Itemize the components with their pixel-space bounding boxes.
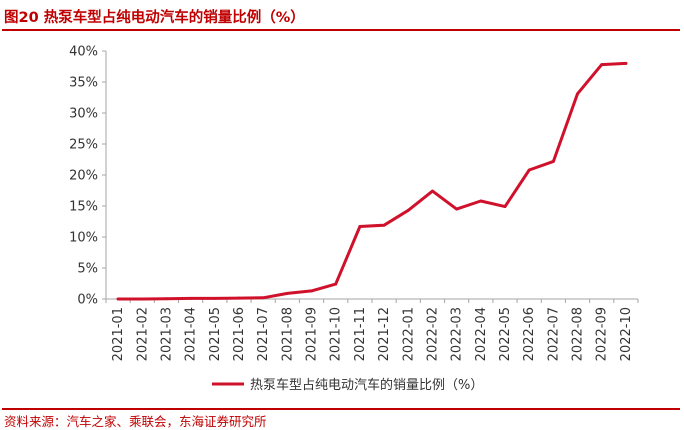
legend-label: 热泵车型占纯电动汽车的销量比例（%） [250, 377, 483, 393]
data-point [285, 292, 289, 295]
x-tick-label: 2022-01 [401, 307, 416, 361]
x-tick-label: 2021-06 [232, 307, 247, 361]
data-point [406, 208, 410, 212]
x-tick-label: 2021-05 [208, 307, 223, 361]
data-point [479, 199, 483, 203]
data-point [624, 62, 628, 65]
data-point [189, 296, 193, 300]
x-tick-label: 2021-09 [305, 307, 320, 361]
x-tick-label: 2022-03 [450, 307, 465, 361]
x-tick-label: 2022-08 [571, 307, 586, 361]
data-point [455, 207, 459, 211]
x-tick-label: 2021-02 [135, 307, 150, 361]
title-rule [2, 29, 680, 31]
y-tick-label: 30% [69, 107, 98, 122]
x-tick-label: 2022-09 [595, 307, 610, 361]
x-tick-label: 2022-04 [474, 307, 489, 361]
data-point [310, 289, 313, 293]
x-tick-label: 2022-02 [425, 307, 440, 361]
y-tick-label: 0% [77, 293, 98, 308]
legend: 热泵车型占纯电动汽车的销量比例（%） [212, 377, 483, 393]
data-point [165, 297, 168, 301]
x-tick-label: 2022-10 [619, 307, 634, 361]
y-tick-label: 20% [69, 169, 98, 184]
x-tick-label: 2022-06 [522, 307, 537, 361]
x-tick-label: 2021-08 [280, 307, 295, 361]
data-point [600, 63, 604, 67]
x-axis: 2021-01 2021-02 2021-03 2021-04 2021-05 2021-… [105, 298, 639, 361]
series-line-0 [116, 61, 628, 301]
data-point [576, 92, 579, 96]
y-tick-label: 5% [77, 262, 98, 277]
data-point [261, 296, 265, 300]
x-tick-label: 2021-03 [159, 307, 174, 361]
data-point [334, 282, 338, 286]
y-tick-label: 40% [69, 45, 98, 60]
y-tick-label: 25% [69, 138, 98, 153]
x-tick-label: 2021-07 [256, 307, 271, 361]
data-point [140, 297, 144, 301]
data-point [503, 205, 507, 209]
y-tick-label: 15% [69, 200, 98, 215]
x-tick-label: 2022-05 [498, 307, 513, 361]
x-tick-label: 2021-12 [377, 307, 392, 361]
figure-title: 图20 热泵车型占纯电动汽车的销量比例（%） [4, 10, 305, 26]
x-tick-label: 2021-10 [329, 307, 344, 361]
x-tick-label: 2021-04 [184, 307, 199, 361]
source-rule [2, 408, 680, 410]
data-point [213, 296, 217, 300]
x-tick-label: 2022-07 [546, 307, 561, 361]
y-tick-label: 10% [69, 231, 98, 246]
data-point [527, 168, 531, 172]
data-point [431, 189, 434, 193]
source-note: 资料来源：汽车之家、乘联会，东海证券研究所 [4, 414, 267, 429]
data-point [358, 225, 362, 228]
data-point [237, 296, 241, 300]
x-tick-label: 2021-01 [111, 307, 126, 361]
data-point [551, 159, 555, 163]
x-tick-label: 2021-11 [353, 307, 368, 361]
series-layer [116, 61, 628, 301]
y-axis: 0% 5% 10% 15% 20% 25% 30% 35% 40% [69, 45, 107, 308]
y-tick-label: 35% [69, 76, 98, 91]
data-point [382, 223, 386, 227]
data-point [116, 297, 120, 301]
